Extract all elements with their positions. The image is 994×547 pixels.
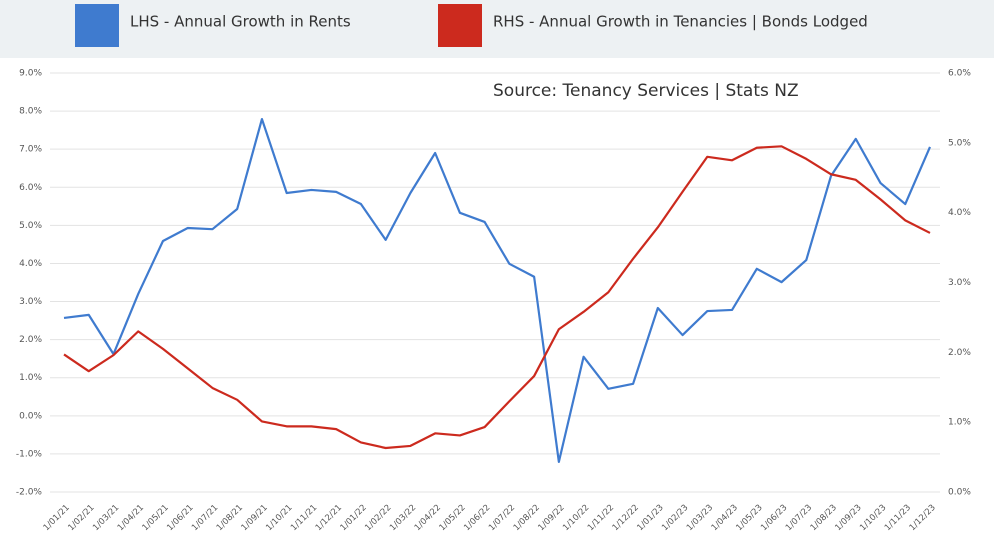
y2-tick-label: 3.0%	[948, 278, 971, 288]
line-series	[63, 145, 931, 450]
y2-tick-label: 5.0%	[948, 138, 971, 148]
legend-swatch	[438, 4, 482, 47]
y-tick-label: 3.0%	[19, 297, 42, 307]
y-tick-label: -1.0%	[16, 449, 43, 459]
y-tick-label: 9.0%	[19, 69, 42, 79]
y2-tick-label: 6.0%	[948, 69, 971, 79]
y-tick-label: 7.0%	[19, 145, 42, 155]
y2-tick-label: 2.0%	[948, 348, 971, 358]
annotation: Source: Tenancy Services | Stats NZ	[493, 81, 799, 101]
y-tick-label: -2.0%	[16, 488, 43, 498]
y-tick-label: 6.0%	[19, 183, 42, 193]
y2-tick-label: 1.0%	[948, 418, 971, 428]
y2-tick-label: 0.0%	[948, 488, 971, 498]
legend-label: LHS - Annual Growth in Rents	[130, 13, 351, 31]
y-tick-label: 1.0%	[19, 373, 42, 383]
legend-label: RHS - Annual Growth in Tenancies | Bonds…	[493, 13, 868, 31]
y2-tick-label: 4.0%	[948, 208, 971, 218]
y-tick-label: 4.0%	[19, 259, 42, 269]
plot-panel	[0, 58, 994, 547]
y-tick-label: 8.0%	[19, 107, 42, 117]
y-tick-label: 0.0%	[19, 411, 42, 421]
y-tick-label: 2.0%	[19, 335, 42, 345]
legend-swatch	[75, 4, 119, 47]
line-series	[63, 117, 932, 464]
y-tick-label: 5.0%	[19, 221, 42, 231]
